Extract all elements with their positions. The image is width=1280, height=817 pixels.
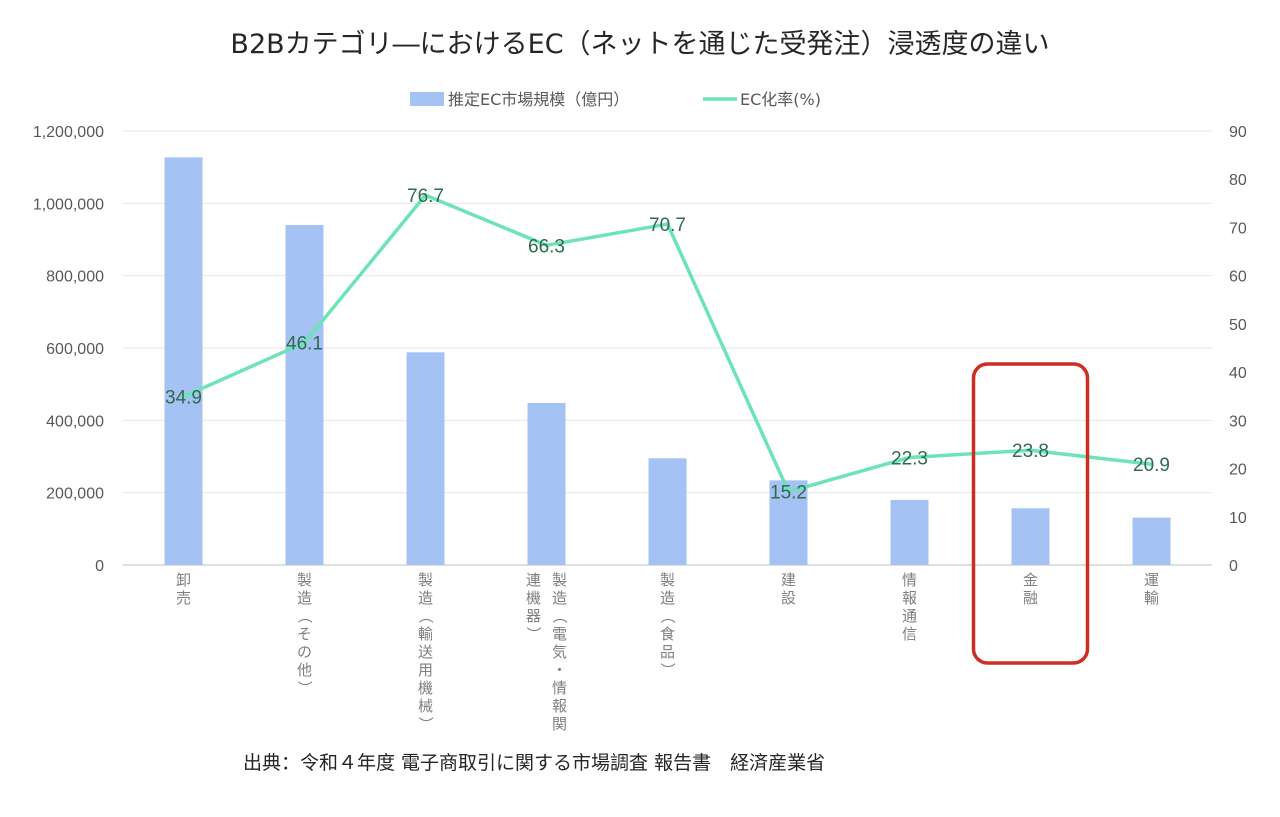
data-label: 76.7 [407,186,444,207]
category-char: 設 [781,589,796,607]
category-char: 機 [418,679,433,697]
bar [164,157,203,565]
category-char: ） [659,662,677,677]
bar [1132,517,1171,565]
chart-title: B2Bカテゴリ―におけるEC（ネットを通じた受発注）浸透度の違い [230,29,1050,60]
category-char: 製 [660,571,675,589]
category-char: 製 [552,571,567,589]
category-char: 輸 [418,625,433,643]
category-char: 用 [418,661,433,679]
bar [406,352,445,565]
legend-label: 推定EC市場規模（億円） [448,90,629,109]
category-char: （ [417,608,435,623]
category-char: ） [525,626,543,641]
line-point [907,455,912,460]
y-right-tick-label: 0 [1229,558,1238,575]
y-left-tick-label: 400,000 [46,413,104,430]
highlight-box [971,362,1090,665]
bar [890,499,929,565]
category-char: 機 [526,589,541,607]
category-char: 輸 [1144,589,1159,607]
category-char: 融 [1023,589,1038,607]
category-char: 他 [297,661,312,679]
category-char: 信 [902,625,917,643]
y-right-tick-label: 80 [1229,172,1247,189]
data-label: 46.1 [286,334,323,355]
category-char: 金 [1023,571,1038,589]
data-label: 66.3 [528,236,565,257]
category-char: 械 [418,697,433,715]
category-char: の [297,643,312,661]
y-left-tick-label: 1,000,000 [33,196,104,213]
legend-swatch-bar [410,92,444,106]
bar [527,402,566,565]
category-char: （ [551,608,569,623]
y-right-tick-label: 90 [1229,124,1247,141]
category-char: 卸 [176,571,191,589]
y-right-tick-label: 40 [1229,365,1247,382]
y-left-tick-label: 800,000 [46,269,104,286]
category-char: 造 [418,589,433,607]
line-point [544,243,549,248]
category-char: 食 [660,625,675,643]
category-char: 造 [552,589,567,607]
data-label: 34.9 [165,388,202,409]
y-left-tick-label: 600,000 [46,341,104,358]
category-char: 連 [526,571,541,589]
data-label: 23.8 [1012,441,1049,462]
line-point [786,489,791,494]
category-char: ・ [552,661,567,679]
line-point [665,222,670,227]
y-right-tick-label: 10 [1229,510,1247,527]
category-char: 品 [660,643,675,661]
bar [648,458,687,565]
line-point [1028,448,1033,453]
source-note: 出典：令和４年度 電子商取引に関する市場調査 報告書 経済産業省 [243,752,826,774]
category-char: （ [296,608,314,623]
category-char: そ [297,625,312,643]
category-char: 情 [902,571,917,589]
y-right-tick-label: 60 [1229,269,1247,286]
y-left-tick-label: 1,200,000 [33,124,104,141]
legend-label: EC化率(%) [740,90,821,109]
category-char: ） [417,716,435,731]
category-char: （ [659,608,677,623]
category-char: 造 [660,589,675,607]
category-char: 電 [552,625,567,643]
category-char: 報 [552,697,567,715]
category-char: 情 [552,679,567,697]
category-char: 器 [526,607,541,625]
category-char: 売 [176,589,191,607]
line-point [423,193,428,198]
category-char: 送 [418,643,433,661]
category-char: 建 [781,571,796,589]
bar [769,480,808,565]
category-char: 通 [902,607,917,625]
line-point [181,394,186,399]
line-point [302,340,307,345]
category-char: ） [296,680,314,695]
y-right-tick-label: 20 [1229,462,1247,479]
y-right-tick-label: 70 [1229,220,1247,237]
line-point [1149,462,1154,467]
y-left-tick-label: 0 [95,558,104,575]
category-char: 報 [902,589,917,607]
bar [285,225,324,566]
y-right-tick-label: 50 [1229,317,1247,334]
category-char: 運 [1144,571,1159,589]
category-char: 気 [552,643,567,661]
category-char: 製 [297,571,312,589]
data-label: 22.3 [891,448,928,469]
bar [1011,508,1050,565]
y-right-tick-label: 30 [1229,413,1247,430]
data-label: 15.2 [770,483,807,504]
y-left-tick-label: 200,000 [46,486,104,503]
series-line [182,193,1152,494]
category-char: 製 [418,571,433,589]
data-label: 70.7 [649,215,686,236]
category-char: 関 [552,715,567,733]
data-label: 20.9 [1133,455,1170,476]
category-char: 造 [297,589,312,607]
